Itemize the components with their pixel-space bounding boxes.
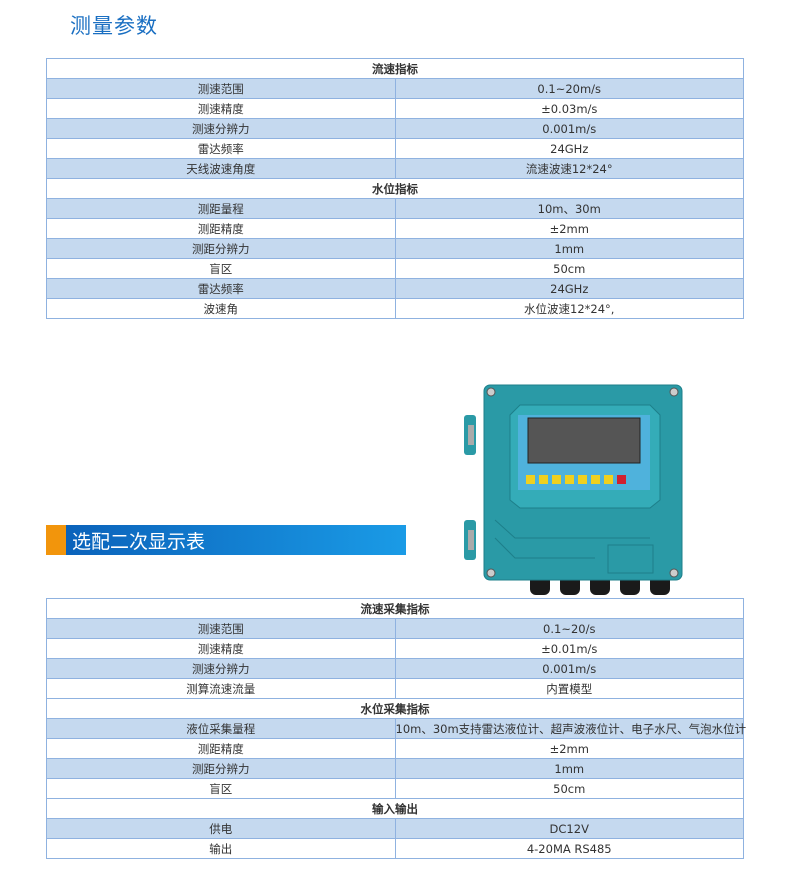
cell-label: 测速精度 (46, 638, 396, 659)
cell-label: 雷达频率 (46, 138, 396, 159)
display-meter-spec-table: 流速采集指标 测速范围 0.1~20/s 测速精度 ±0.01m/s 测速分辨力 0.001… (46, 598, 746, 859)
keypad-buttons (526, 475, 613, 484)
cell-label: 测速分辨力 (46, 118, 396, 139)
cell-value: 0.001m/s (394, 658, 744, 679)
cell-value: ±2mm (394, 218, 744, 239)
table-row: 盲区 50cm (46, 778, 744, 799)
table-row: 测距精度 ±2mm (46, 218, 744, 239)
cell-label: 液位采集量程 (46, 718, 396, 739)
cell-value: 24GHz (394, 278, 744, 299)
display-meter-image (464, 384, 683, 595)
table-row: 雷达频率 24GHz (46, 278, 744, 299)
cell-value: 10m、30m支持雷达液位计、超声波液位计、电子水尺、气泡水位计 (394, 718, 746, 739)
cell-value: 0.1~20/s (394, 618, 744, 639)
cell-label: 输出 (46, 838, 396, 859)
cell-value: 1mm (394, 758, 744, 779)
table-row: 雷达频率 24GHz (46, 138, 744, 159)
table-row: 测距分辨力 1mm (46, 238, 744, 259)
section-header-row: 水位指标 (46, 178, 744, 199)
table-row: 液位采集量程 10m、30m支持雷达液位计、超声波液位计、电子水尺、气泡水位计 (46, 718, 746, 739)
table-row: 盲区 50cm (46, 258, 744, 279)
cell-label: 测距精度 (46, 218, 396, 239)
section-header-row: 流速指标 (46, 58, 744, 79)
cell-value: 0.1~20m/s (394, 78, 744, 99)
table-row: 测速精度 ±0.03m/s (46, 98, 744, 119)
cell-value: ±2mm (394, 738, 744, 759)
cell-label: 测距分辨力 (46, 238, 396, 259)
table-row: 测速精度 ±0.01m/s (46, 638, 744, 659)
table-row: 测距精度 ±2mm (46, 738, 744, 759)
cell-value: 流速波速12*24° (394, 158, 744, 179)
section-header: 水位采集指标 (46, 698, 744, 719)
cell-label: 测速分辨力 (46, 658, 396, 679)
section-title-display: 选配二次显示表 (72, 530, 206, 553)
section-header: 水位指标 (46, 178, 744, 199)
cell-label: 测速精度 (46, 98, 396, 119)
section-header: 流速指标 (46, 58, 744, 79)
cell-label: 测速范围 (46, 78, 396, 99)
section-header-row: 流速采集指标 (46, 598, 744, 619)
section-header-row: 输入输出 (46, 798, 744, 819)
table-row: 供电 DC12V (46, 818, 744, 839)
cell-value: 0.001m/s (394, 118, 744, 139)
section-banner-display: 选配二次显示表 (46, 525, 406, 555)
table-row: 波速角 水位波速12*24°, (46, 298, 744, 319)
cell-label: 天线波速角度 (46, 158, 396, 179)
cell-label: 盲区 (46, 778, 396, 799)
cell-value: ±0.01m/s (394, 638, 744, 659)
cell-label: 测距量程 (46, 198, 396, 219)
cell-label: 供电 (46, 818, 396, 839)
cell-value: 水位波速12*24°, (394, 298, 744, 319)
cell-value: 内置模型 (394, 678, 744, 699)
cell-label: 测距精度 (46, 738, 396, 759)
cell-value: 24GHz (394, 138, 744, 159)
table-row: 测算流速流量 内置模型 (46, 678, 744, 699)
banner-accent (46, 525, 66, 555)
table-row: 测速范围 0.1~20m/s (46, 78, 744, 99)
table-row: 天线波速角度 流速波速12*24° (46, 158, 744, 179)
section-header-row: 水位采集指标 (46, 698, 744, 719)
cell-value: DC12V (394, 818, 744, 839)
cell-label: 波速角 (46, 298, 396, 319)
section-title-measurement: 测量参数 (70, 14, 158, 38)
section-header: 流速采集指标 (46, 598, 744, 619)
cell-value: 1mm (394, 238, 744, 259)
cell-label: 测速范围 (46, 618, 396, 639)
lcd-screen (527, 417, 641, 464)
table-row: 输出 4-20MA RS485 (46, 838, 744, 859)
cell-label: 测距分辨力 (46, 758, 396, 779)
table-row: 测距分辨力 1mm (46, 758, 744, 779)
cell-value: 50cm (394, 778, 744, 799)
cell-value: 4-20MA RS485 (394, 838, 744, 859)
cell-label: 测算流速流量 (46, 678, 396, 699)
cell-value: ±0.03m/s (394, 98, 744, 119)
cell-label: 雷达频率 (46, 278, 396, 299)
table-row: 测速分辨力 0.001m/s (46, 658, 744, 679)
table-row: 测速分辨力 0.001m/s (46, 118, 744, 139)
cell-value: 50cm (394, 258, 744, 279)
table-row: 测距量程 10m、30m (46, 198, 744, 219)
measurement-spec-table: 流速指标 测速范围 0.1~20m/s 测速精度 ±0.03m/s 测速分辨力 0.001m… (46, 58, 744, 319)
table-row: 测速范围 0.1~20/s (46, 618, 744, 639)
cell-label: 盲区 (46, 258, 396, 279)
cell-value: 10m、30m (394, 198, 744, 219)
section-header: 输入输出 (46, 798, 744, 819)
